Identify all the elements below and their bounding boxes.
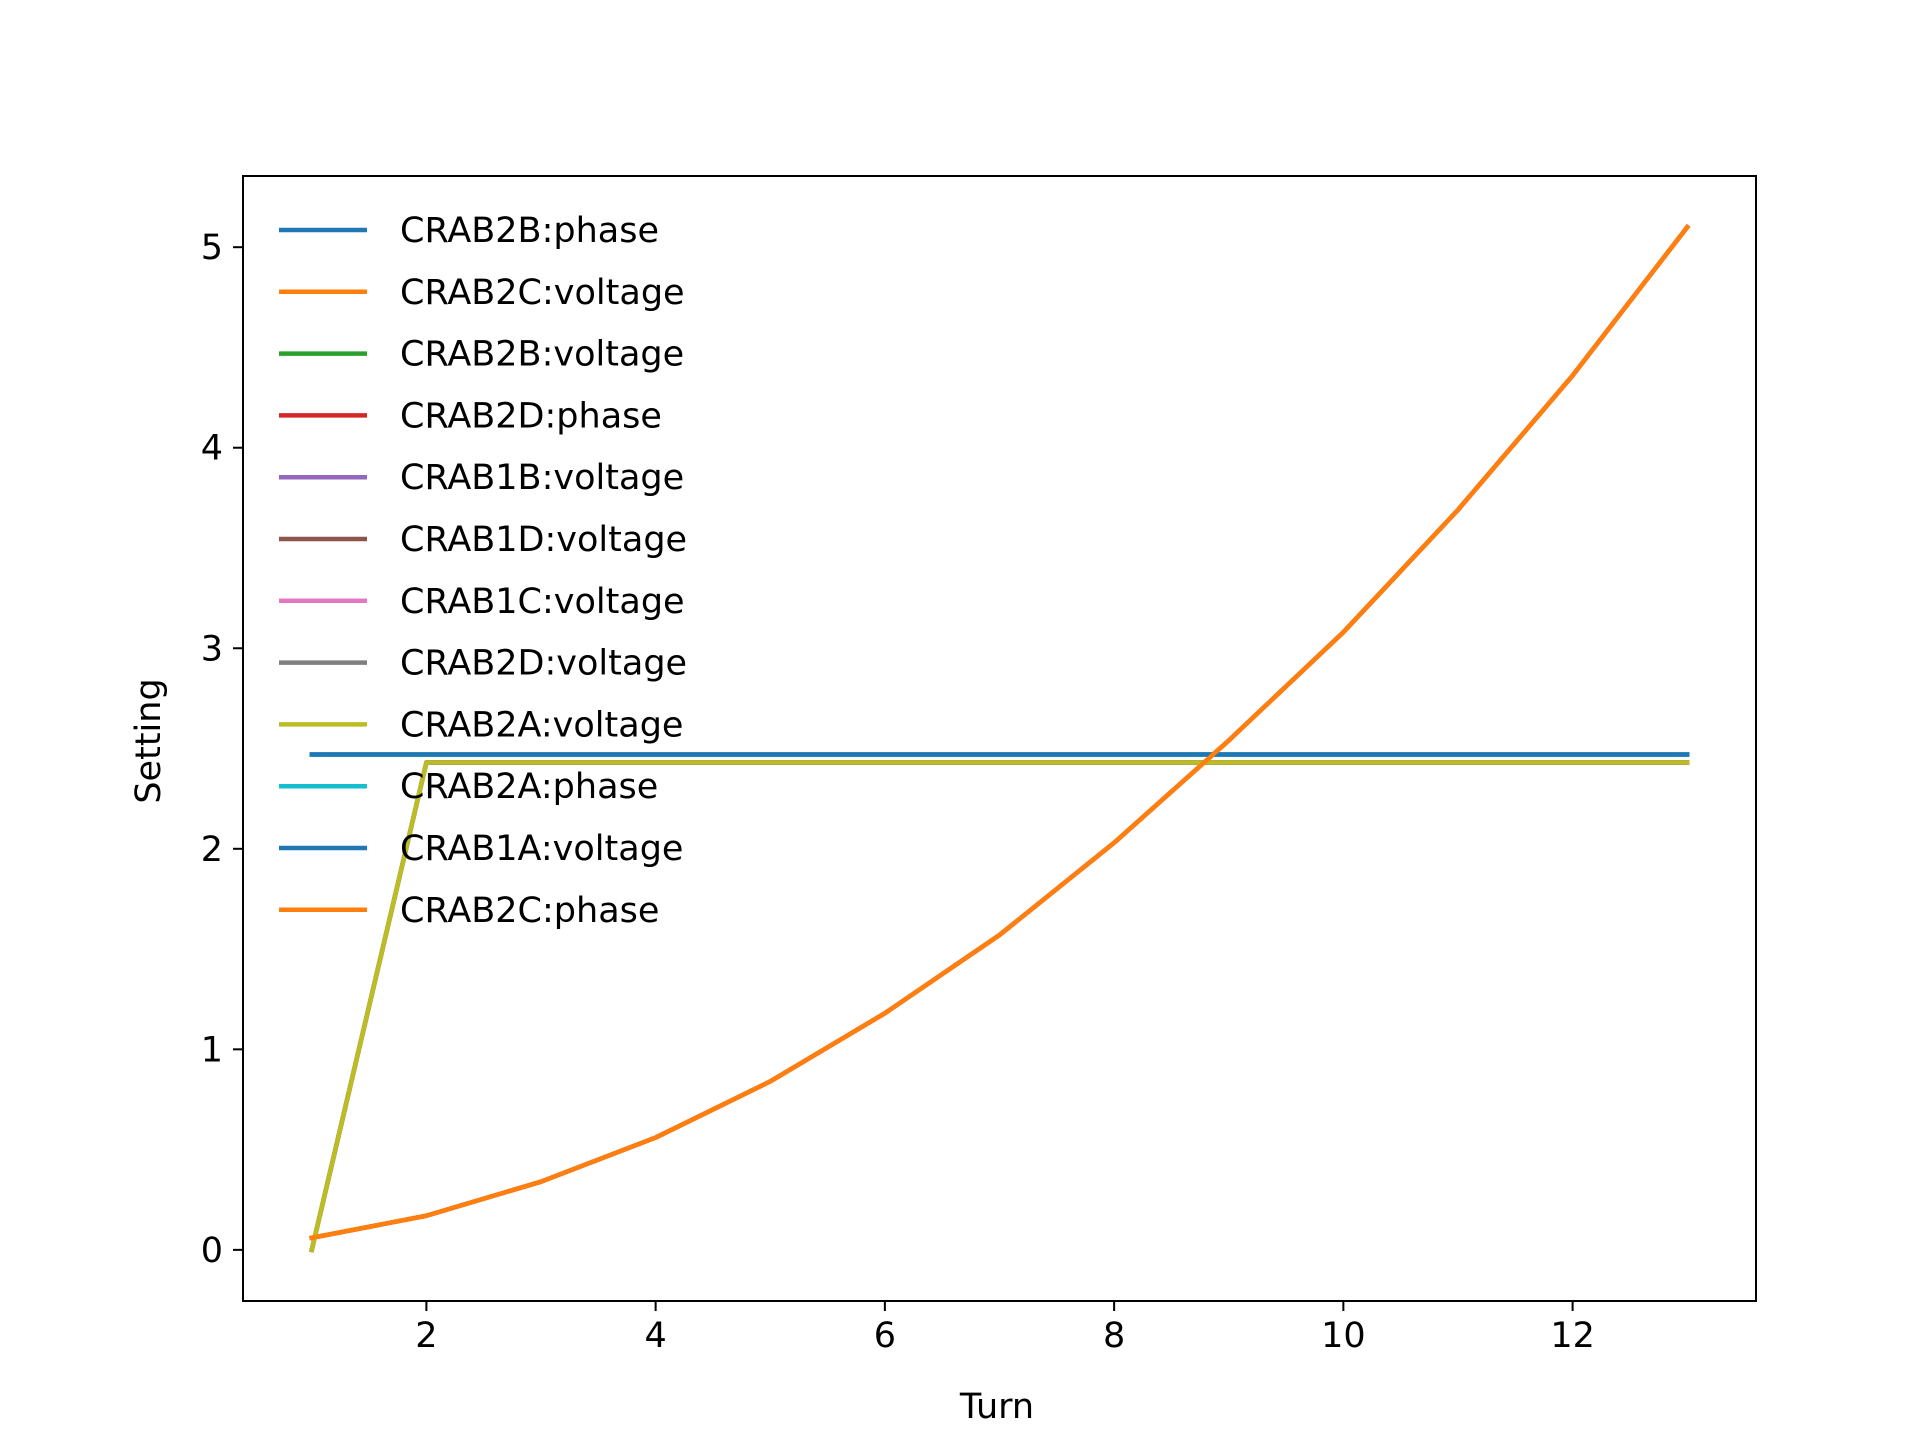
y-tick-label: 3 [201,629,223,669]
legend-label: CRAB1A:voltage [400,829,683,869]
y-tick-label: 0 [201,1231,223,1271]
y-tick-label: 4 [201,429,223,469]
legend-label: CRAB1C:voltage [400,582,685,622]
series-line-crab2c-phase [309,223,1691,1241]
legend-label: CRAB2C:voltage [400,273,685,313]
legend-label: CRAB2C:phase [400,891,659,931]
legend-entry: CRAB2B:voltage [279,335,684,375]
axes-border [242,175,1757,1302]
x-tick-label: 8 [1103,1316,1125,1356]
legend-entry: CRAB1B:voltage [279,458,684,498]
axes-frame [242,175,1757,1302]
legend-label: CRAB1B:voltage [400,458,684,498]
x-axis-label: Turn [959,1387,1034,1427]
legend-entry: CRAB2D:phase [279,396,662,436]
legend-entry: CRAB1A:voltage [279,829,683,869]
x-tick-label: 6 [874,1316,896,1356]
legend-entry: CRAB2D:voltage [279,644,687,684]
x-tick-label: 10 [1321,1316,1366,1356]
y-tick-label: 1 [201,1030,223,1070]
series-line-crab2a-voltage [309,760,1690,1253]
x-tick-label: 12 [1550,1316,1595,1356]
legend-entry: CRAB2A:phase [279,767,658,807]
legend-label: CRAB2A:phase [400,767,658,807]
legend-label: CRAB1D:voltage [400,520,687,560]
y-tick-label: 2 [201,830,223,870]
x-axis-ticks: 2 4 6 8 10 12 [415,1301,1595,1356]
legend: CRAB2B:phase CRAB2C:voltage CRAB2B:voltage… [279,211,687,931]
legend-entry: CRAB2C:voltage [279,273,685,313]
x-tick-label: 4 [644,1316,666,1356]
legend-label: CRAB2B:voltage [400,335,684,375]
y-axis-label: Setting [129,678,169,803]
legend-entry: CRAB2A:voltage [279,705,683,745]
plot-lines [309,223,1691,1253]
legend-entry: CRAB1D:voltage [279,520,687,560]
legend-entry: CRAB2B:phase [279,211,659,251]
legend-label: CRAB2B:phase [400,211,659,251]
y-tick-label: 5 [201,228,223,268]
y-axis-ticks: 0 1 2 3 4 5 [201,228,243,1271]
legend-label: CRAB2D:voltage [400,644,687,684]
legend-label: CRAB2A:voltage [400,705,683,745]
legend-entry: CRAB2C:phase [279,891,659,931]
legend-entry: CRAB1C:voltage [279,582,685,622]
x-tick-label: 2 [415,1316,437,1356]
legend-label: CRAB2D:phase [400,396,662,436]
